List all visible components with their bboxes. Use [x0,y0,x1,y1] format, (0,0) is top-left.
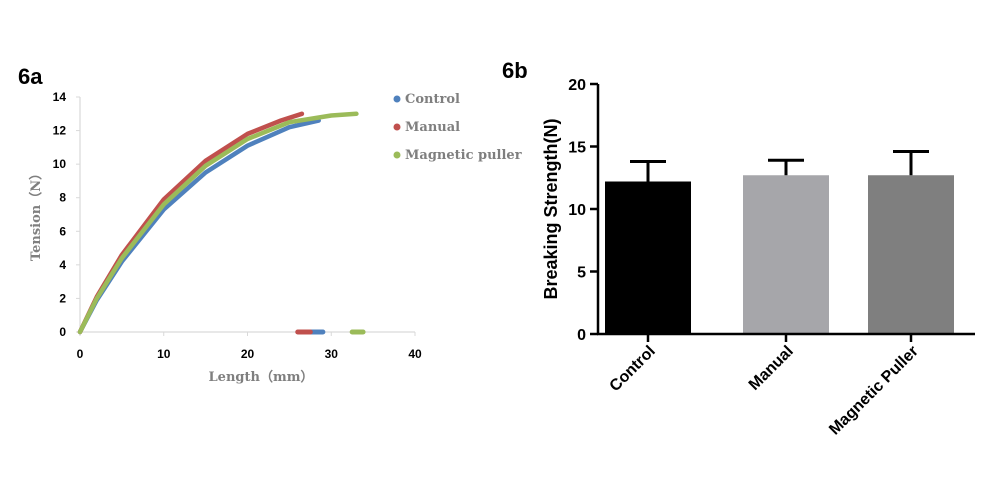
legend: Control Manual Magnetic puller [393,92,522,163]
x-tick-label: 10 [157,347,171,361]
y-tick-label: 5 [577,265,586,282]
x-tick-label: 30 [325,347,339,361]
y-tick-label: 0 [577,327,586,344]
y-axis-title: Tension（N） [28,167,44,261]
bar-magnetic-puller [868,175,954,334]
series-line-control [77,118,321,335]
y-tick-label: 8 [59,191,66,205]
y-tick-label: 2 [59,291,66,305]
y-tick-label: 10 [568,202,586,219]
x-tick-label: 40 [408,347,422,361]
x-tick-label: Control [607,343,659,395]
y-tick-label: 15 [568,140,586,157]
legend-label: Control [405,92,460,107]
y-tick-label: 0 [59,325,66,339]
bar-control [605,181,691,334]
y-tick-label: 10 [53,157,67,171]
panel-6a-label: 6a [18,64,43,89]
panel-6a: 6a 0 2 4 6 8 10 12 14 0 10 20 30 40 Length（mm） Tens… [18,64,522,385]
x-axis-title: Length（mm） [209,369,314,385]
legend-marker [393,123,401,131]
y-tick-label: 6 [59,224,66,238]
series-line-magnetic-puller [77,111,359,335]
x-tick-label: 0 [77,347,84,361]
y-tick-label: 14 [53,90,67,104]
bar-manual [743,175,829,334]
series-line-manual [77,111,305,335]
legend-marker [393,95,401,103]
legend-marker [393,151,401,159]
y-axis-title: Breaking Strength(N) [541,118,561,299]
y-tick-label: 20 [568,77,586,94]
legend-label: Magnetic puller [405,148,522,163]
y-tick-label: 12 [53,124,67,138]
panel-6b: 6b 0 5 10 15 20 Control Manual Magnetic Puller… [502,58,975,438]
y-tick-label: 4 [59,258,66,272]
x-tick-label: Manual [746,343,797,394]
panel-6b-label: 6b [502,58,528,83]
x-tick-label: 20 [241,347,255,361]
legend-label: Manual [405,120,460,135]
x-tick-label: Magnetic Puller [826,343,922,439]
